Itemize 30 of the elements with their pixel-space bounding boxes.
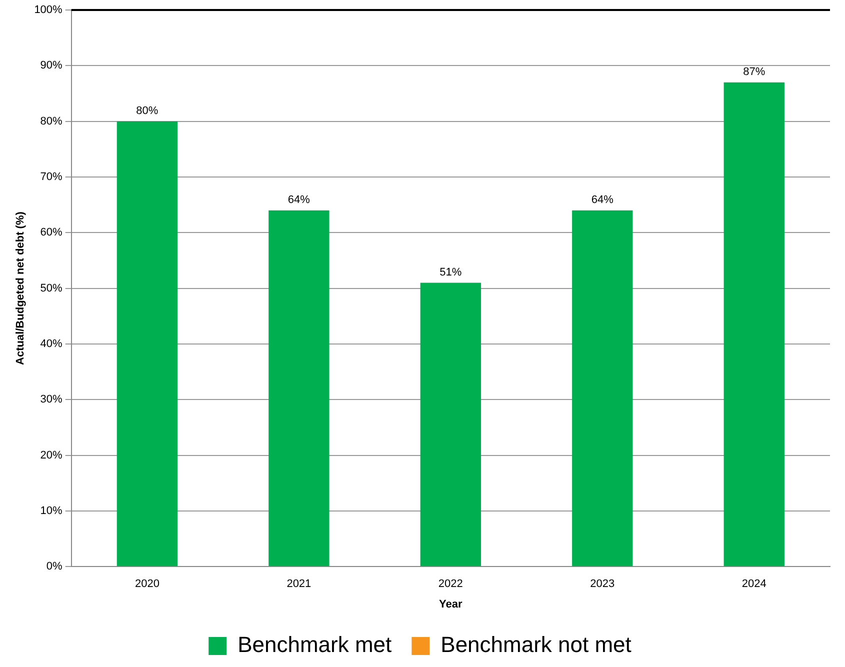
- bar: [724, 82, 784, 566]
- y-tick-label: 80%: [40, 115, 63, 128]
- y-tick-label: 60%: [40, 226, 63, 239]
- x-tick-label: 2020: [134, 578, 160, 590]
- x-tick-label: 2023: [590, 578, 615, 590]
- data-label: 80%: [136, 104, 158, 117]
- y-axis-title: Actual/Budgeted net debt (%): [14, 211, 27, 365]
- data-label: 87%: [743, 66, 766, 78]
- bar: [572, 210, 633, 566]
- y-tick-label: 20%: [40, 449, 63, 462]
- data-label: 64%: [288, 194, 310, 206]
- bar: [116, 121, 178, 566]
- legend-label: Benchmark not met: [440, 632, 632, 658]
- data-label: 64%: [591, 194, 614, 206]
- y-tick-label: 10%: [40, 504, 63, 517]
- y-tick-label: 100%: [34, 4, 63, 16]
- x-tick-label: 2021: [286, 578, 312, 590]
- legend-label: Benchmark met: [238, 632, 392, 658]
- y-tick-label: 50%: [40, 282, 63, 294]
- y-tick-label: 70%: [40, 171, 63, 184]
- x-tick-label: 2024: [742, 578, 766, 590]
- bar: [420, 282, 482, 566]
- x-axis-title: Year: [439, 598, 464, 610]
- y-tick-label: 40%: [40, 338, 63, 350]
- data-label: 51%: [440, 266, 462, 278]
- y-tick-label: 90%: [40, 60, 63, 72]
- y-tick-label: 30%: [40, 394, 63, 406]
- y-tick-label: 0%: [46, 560, 63, 573]
- bar: [268, 210, 330, 566]
- x-tick-label: 2022: [438, 578, 463, 590]
